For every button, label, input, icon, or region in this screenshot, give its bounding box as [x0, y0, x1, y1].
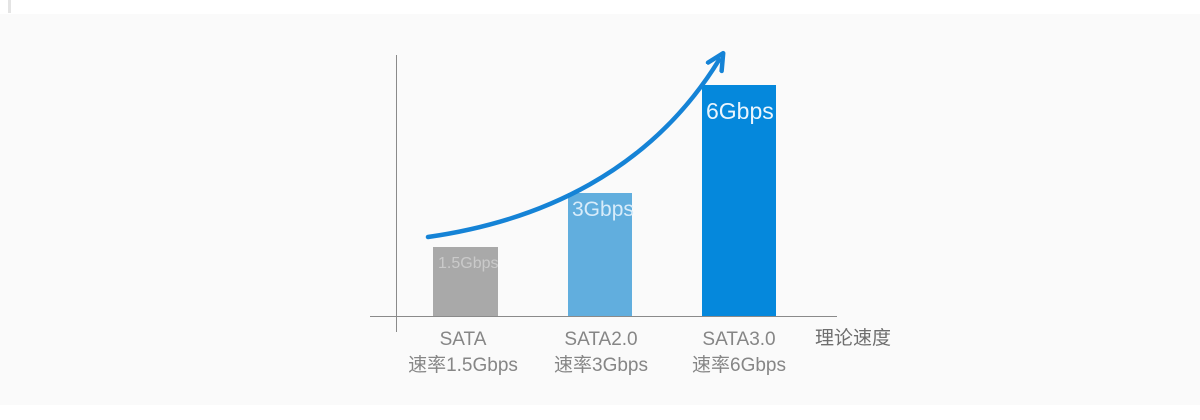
category-sublabel: 速率3Gbps [554, 355, 648, 376]
y-axis [396, 55, 397, 332]
category-name: SATA [439, 329, 487, 350]
category-label-sata1: SATA 速率1.5Gbps [393, 327, 533, 379]
category-sublabel: 速率6Gbps [692, 355, 786, 376]
category-name: SATA2.0 [564, 329, 638, 350]
category-sublabel: 速率1.5Gbps [408, 355, 518, 376]
bar-value-label: 6Gbps [706, 98, 774, 124]
x-axis [370, 316, 837, 317]
page-edge-tick [8, 0, 11, 13]
category-label-sata3: SATA3.0 速率6Gbps [669, 327, 809, 379]
bar-value-label: 1.5Gbps [438, 255, 499, 272]
category-label-sata2: SATA2.0 速率3Gbps [531, 327, 671, 379]
bar-sata1: 1.5Gbps [433, 247, 498, 316]
bar-sata3: 6Gbps [702, 85, 776, 316]
bar-sata2: 3Gbps [568, 193, 634, 316]
bar-value-label: 3Gbps [572, 198, 634, 221]
xaxis-title: 理论速度 [815, 328, 892, 349]
category-name: SATA3.0 [702, 329, 776, 350]
